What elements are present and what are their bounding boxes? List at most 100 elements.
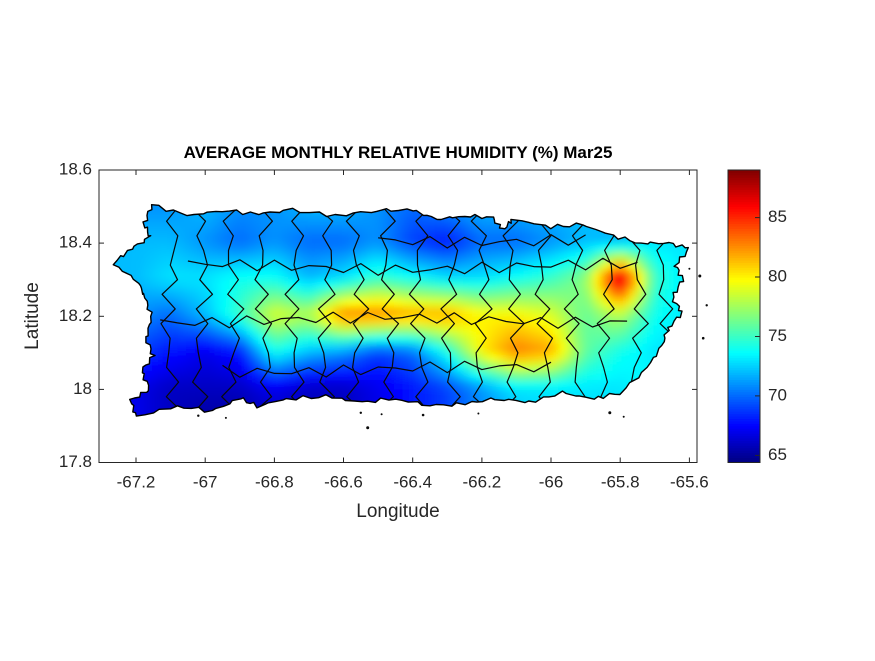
heatmap-cell [195,389,205,401]
colorbar-gradient-segment [728,193,760,198]
heatmap-cell [471,215,482,227]
heatmap-cell [610,243,620,255]
heatmap-cell [471,270,482,282]
heatmap-cell [705,188,715,199]
heatmap-cell [246,243,257,255]
heatmap-cell [506,361,517,373]
heatmap-cell [272,215,283,227]
heatmap-cell [298,243,309,255]
cay-dot [359,411,362,414]
heatmap-cell [514,371,525,383]
heatmap-cell [290,234,301,245]
heatmap-cell [471,288,482,300]
heatmap-cell [549,288,560,300]
heatmap-cell [177,234,188,245]
heatmap-cell [160,224,171,236]
heatmap-cell [618,243,629,255]
heatmap-cell [324,215,335,227]
heatmap-cell [350,215,361,227]
colorbar-gradient-segment [728,245,760,249]
colorbar-gradient-segment [728,406,760,410]
heatmap-cell [697,280,707,291]
heatmap-cell [342,316,352,328]
heatmap-cell [601,252,612,264]
heatmap-cell [342,279,352,291]
municipality-border [221,204,245,417]
heatmap-cell [160,298,171,309]
heatmap-cell [367,234,378,245]
heatmap-cell [592,389,603,401]
heatmap-cell [143,389,154,401]
heatmap-cell [393,298,404,309]
heatmap-cell [618,380,629,392]
colorbar-gradient-segment [728,418,760,422]
colorbar-gradient-segment [728,323,760,327]
heatmap-cell [169,215,180,227]
heatmap-cell [411,243,422,255]
heatmap-cell [419,224,430,236]
heatmap-cell [307,334,318,346]
heatmap-cell [298,234,309,245]
heatmap-cell [342,261,352,273]
heatmap-cell [134,398,145,410]
heatmap-cell [437,288,448,300]
heatmap-cell [186,316,197,328]
heatmap-cell [480,380,491,392]
heatmap-cell [697,426,707,437]
heatmap-cell [367,252,378,264]
heatmap-cell [385,243,396,255]
heatmap-cell [385,215,396,227]
heatmap-cell [532,288,543,300]
heatmap-cell [151,389,162,401]
heatmap-cell [160,243,171,255]
heatmap-cell [480,325,491,337]
heatmap-cell [186,371,197,383]
heatmap-cell [411,270,422,282]
heatmap-cell [169,389,180,401]
heatmap-cell [575,270,586,282]
heatmap-cell [445,279,456,291]
heatmap-cell [592,234,603,245]
heatmap-cell [540,270,551,282]
heatmap-cell [238,352,249,364]
colorbar-gradient-segment [728,459,760,463]
heatmap-cell [160,279,171,291]
heatmap-cell [697,298,707,309]
heatmap-cell [419,361,430,373]
heatmap-cell [523,252,534,264]
heatmap-cell [134,252,145,264]
colorbar-gradient-segment [728,403,760,407]
heatmap-cell [264,389,275,401]
heatmap-cell [350,252,361,264]
heatmap-cell [636,316,646,328]
heatmap-cell [151,343,162,355]
heatmap-cell [255,252,266,264]
axes: -67.2 -67 -66.8 -66.6 -66.4 -66.2 -66 -65.8 -65.… [59,159,709,491]
heatmap-cell [540,316,551,328]
heatmap-cell [523,261,534,273]
heatmap-cell [411,234,422,245]
heatmap-cell [177,371,188,383]
heatmap-cell [333,316,344,328]
heatmap-cell [463,343,473,355]
heatmap-cell [316,371,326,383]
heatmap-cell [350,279,361,291]
heatmap-cell [497,234,508,245]
heatmap-cell [307,380,318,392]
municipality-border [254,204,276,417]
heatmap-cell [636,243,646,255]
heatmap-cell [411,361,422,373]
x-tick-label: -67.2 [117,472,156,491]
heatmap-cell [246,352,257,364]
x-tick-label: -66.2 [463,472,502,491]
heatmap-cell [186,252,197,264]
heatmap-cell [697,243,707,254]
heatmap-cell [151,215,162,227]
heatmap-cell [195,252,205,264]
heatmap-cell [575,279,586,291]
heatmap-cell [697,216,707,227]
heatmap-cell [143,407,154,417]
heatmap-cell [393,307,404,319]
heatmap-cell [627,316,638,328]
heatmap-cell [497,316,508,328]
